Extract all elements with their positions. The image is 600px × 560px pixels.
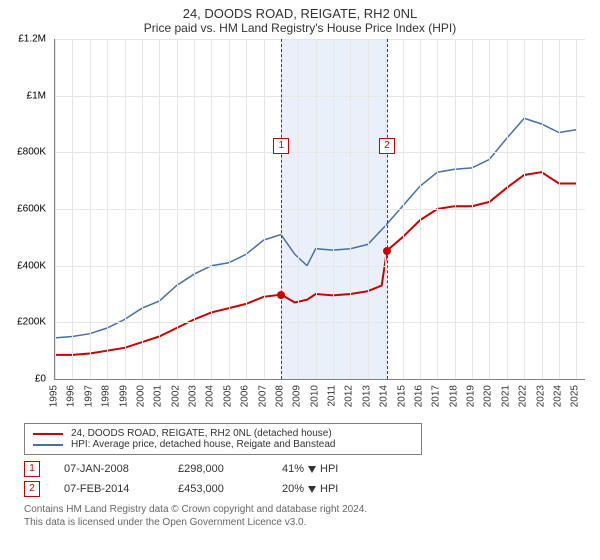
x-axis: 1995199619971998199920002001200220032004… (54, 381, 584, 421)
chart-subtitle: Price paid vs. HM Land Registry's House … (10, 21, 590, 35)
x-tick-label: 2007 (257, 385, 268, 407)
x-tick-label: 1997 (83, 385, 94, 407)
x-tick-label: 2000 (135, 385, 146, 407)
x-tick-label: 2010 (309, 385, 320, 407)
sale-marker-dot (383, 247, 391, 255)
y-tick-label: £0 (10, 374, 50, 385)
sale-date: 07-FEB-2014 (64, 483, 154, 495)
x-tick-label: 2018 (448, 385, 459, 407)
y-tick-label: £1.2M (10, 34, 50, 45)
sale-row-badge: 2 (24, 481, 40, 497)
y-tick-label: £200K (10, 317, 50, 328)
x-tick-label: 2015 (396, 385, 407, 407)
x-tick-label: 2024 (552, 385, 563, 407)
sale-row: 2 07-FEB-2014 £453,000 20%HPI (24, 481, 590, 497)
sale-hpi-diff: 41%HPI (282, 463, 338, 475)
y-tick-label: £600K (10, 204, 50, 215)
sale-price: £298,000 (178, 463, 258, 475)
x-tick-label: 2020 (483, 385, 494, 407)
x-tick-label: 2012 (344, 385, 355, 407)
x-tick-label: 2017 (431, 385, 442, 407)
legend-row: 24, DOODS ROAD, REIGATE, RH2 0NL (detach… (33, 428, 413, 439)
chart-area: £0£200K£400K£600K£800K£1M£1.2M 12 199519… (10, 39, 590, 419)
sale-marker-badge: 1 (273, 138, 289, 154)
x-tick-label: 2005 (222, 385, 233, 407)
legend-label: HPI: Average price, detached house, Reig… (71, 439, 335, 450)
sale-row: 1 07-JAN-2008 £298,000 41%HPI (24, 461, 590, 477)
legend-row: HPI: Average price, detached house, Reig… (33, 439, 413, 450)
legend-swatch (33, 444, 63, 446)
x-tick-label: 2006 (240, 385, 251, 407)
y-tick-label: £800K (10, 147, 50, 158)
x-tick-label: 1999 (118, 385, 129, 407)
sale-hpi-diff: 20%HPI (282, 483, 338, 495)
x-tick-label: 2008 (274, 385, 285, 407)
plot-region: 12 (54, 39, 585, 380)
y-tick-label: £1M (10, 90, 50, 101)
legend-box: 24, DOODS ROAD, REIGATE, RH2 0NL (detach… (24, 423, 422, 455)
sale-row-badge: 1 (24, 461, 40, 477)
x-tick-label: 1996 (66, 385, 77, 407)
x-tick-label: 2003 (188, 385, 199, 407)
x-tick-label: 2002 (170, 385, 181, 407)
x-tick-label: 2023 (535, 385, 546, 407)
chart-title: 24, DOODS ROAD, REIGATE, RH2 0NL (10, 6, 590, 21)
x-tick-label: 2011 (327, 385, 338, 407)
legend-swatch (33, 433, 63, 435)
x-tick-label: 2021 (500, 385, 511, 407)
x-tick-label: 2014 (379, 385, 390, 407)
sale-price: £453,000 (178, 483, 258, 495)
x-tick-label: 2019 (466, 385, 477, 407)
x-tick-label: 2001 (153, 385, 164, 407)
sale-marker-badge: 2 (379, 138, 395, 154)
arrow-down-icon (308, 486, 316, 493)
sale-date: 07-JAN-2008 (64, 463, 154, 475)
sale-marker-line (387, 39, 388, 379)
x-tick-label: 1995 (49, 385, 60, 407)
x-tick-label: 1998 (101, 385, 112, 407)
y-axis: £0£200K£400K£600K£800K£1M£1.2M (10, 39, 50, 379)
x-tick-label: 2022 (518, 385, 529, 407)
sale-marker-line (281, 39, 282, 379)
x-tick-label: 2016 (413, 385, 424, 407)
sale-marker-dot (277, 291, 285, 299)
arrow-down-icon (308, 466, 316, 473)
x-tick-label: 2004 (205, 385, 216, 407)
footnote: Contains HM Land Registry data © Crown c… (24, 503, 590, 529)
x-tick-label: 2025 (570, 385, 581, 407)
legend-label: 24, DOODS ROAD, REIGATE, RH2 0NL (detach… (71, 428, 332, 439)
footnote-line: Contains HM Land Registry data © Crown c… (24, 503, 590, 516)
y-tick-label: £400K (10, 260, 50, 271)
x-tick-label: 2009 (292, 385, 303, 407)
x-tick-label: 2013 (361, 385, 372, 407)
sale-marker-table: 1 07-JAN-2008 £298,000 41%HPI 2 07-FEB-2014 £4… (24, 461, 590, 497)
footnote-line: This data is licensed under the Open Gov… (24, 516, 590, 529)
